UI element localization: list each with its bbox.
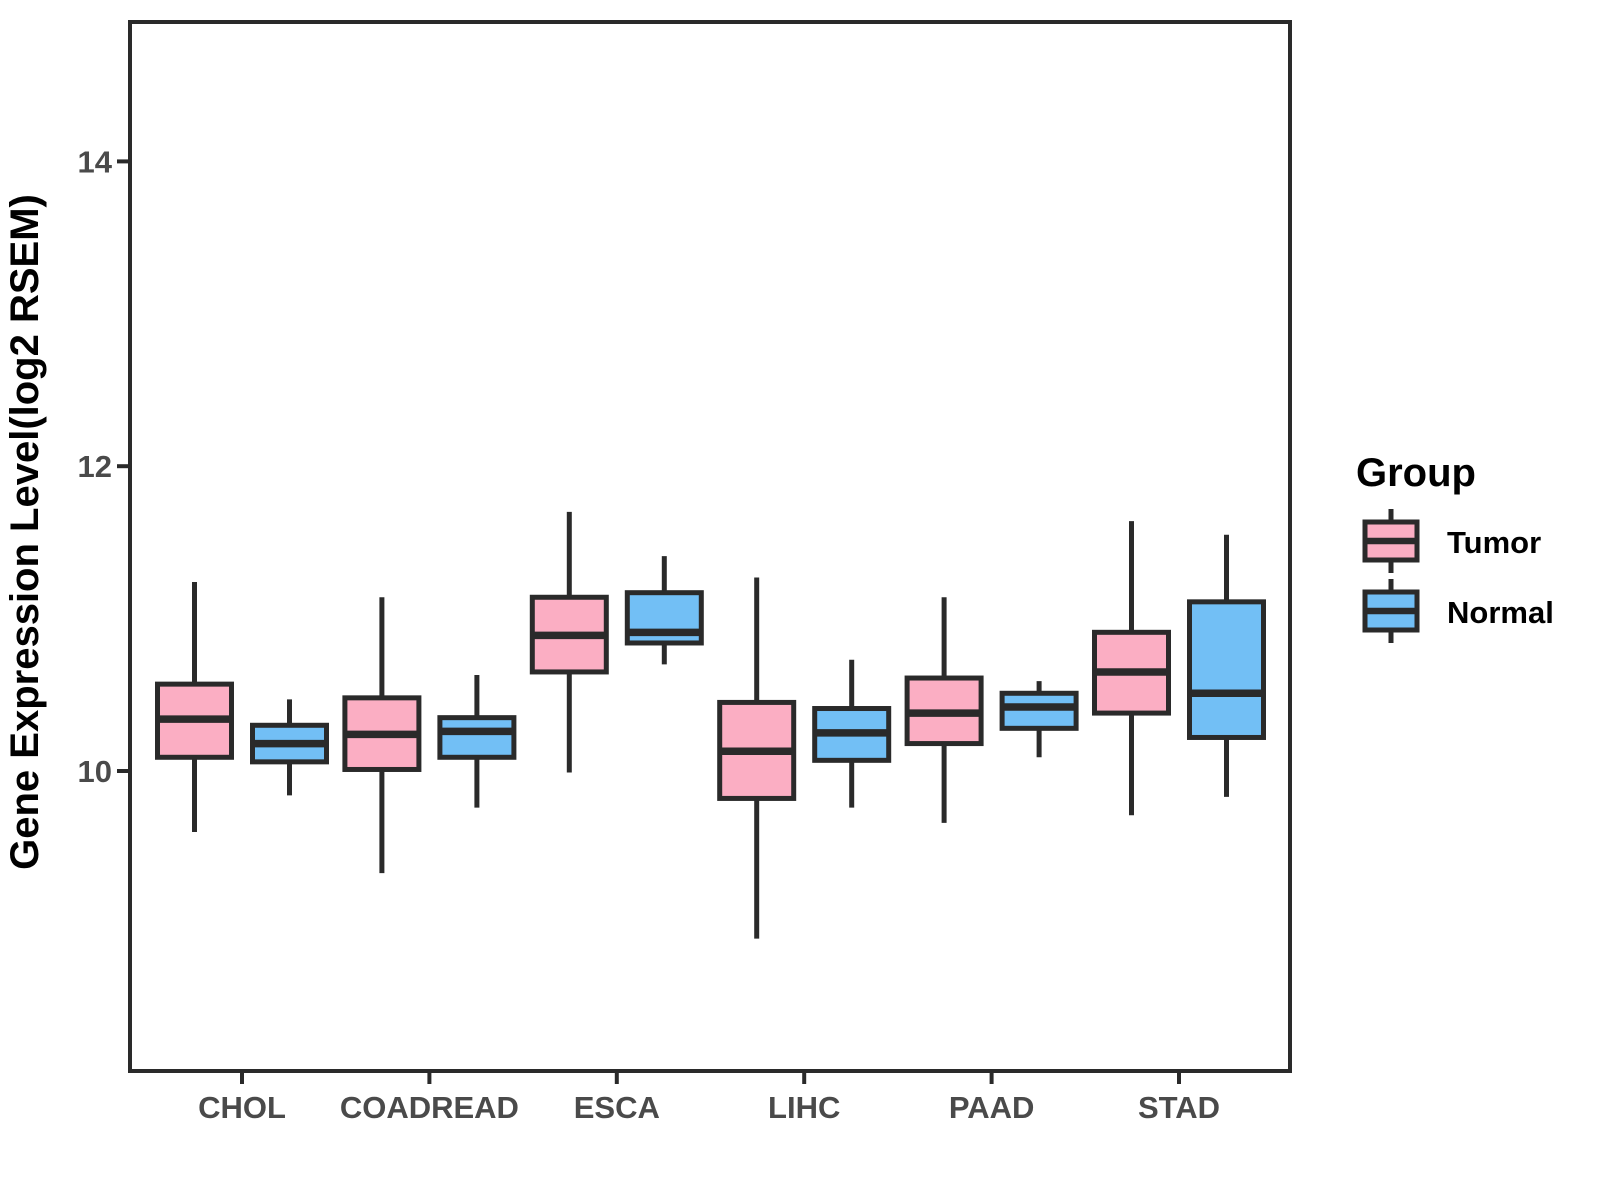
x-tick-label: LIHC (768, 1090, 840, 1125)
box-normal-COADREAD (437, 715, 517, 760)
legend-item-label-tumor: Tumor (1447, 525, 1541, 560)
plot-area: 10 12 14 CHOL COADREAD ESCA LIHC PAAD STAD (78, 20, 1292, 1125)
legend-glyphs (1362, 509, 1420, 643)
legend-title: Group (1356, 451, 1476, 495)
y-tick-label: 10 (78, 754, 112, 789)
legend: Group Tumor Normal (1356, 451, 1554, 643)
y-axis-title: Gene Expression Level(log2 RSEM) (3, 194, 47, 870)
x-tick-label: STAD (1138, 1090, 1220, 1125)
panel-border (128, 20, 1292, 1073)
x-tick-label: CHOL (198, 1090, 286, 1125)
y-tick-label: 14 (78, 144, 113, 179)
box-normal-PAAD (999, 690, 1079, 731)
legend-item-label-normal: Normal (1447, 595, 1554, 630)
box-normal-STAD (1187, 599, 1266, 740)
x-tick-label: PAAD (949, 1090, 1035, 1125)
x-tick-label: COADREAD (340, 1090, 519, 1125)
x-tick-label: ESCA (574, 1090, 660, 1125)
y-tick-label: 12 (78, 449, 112, 484)
